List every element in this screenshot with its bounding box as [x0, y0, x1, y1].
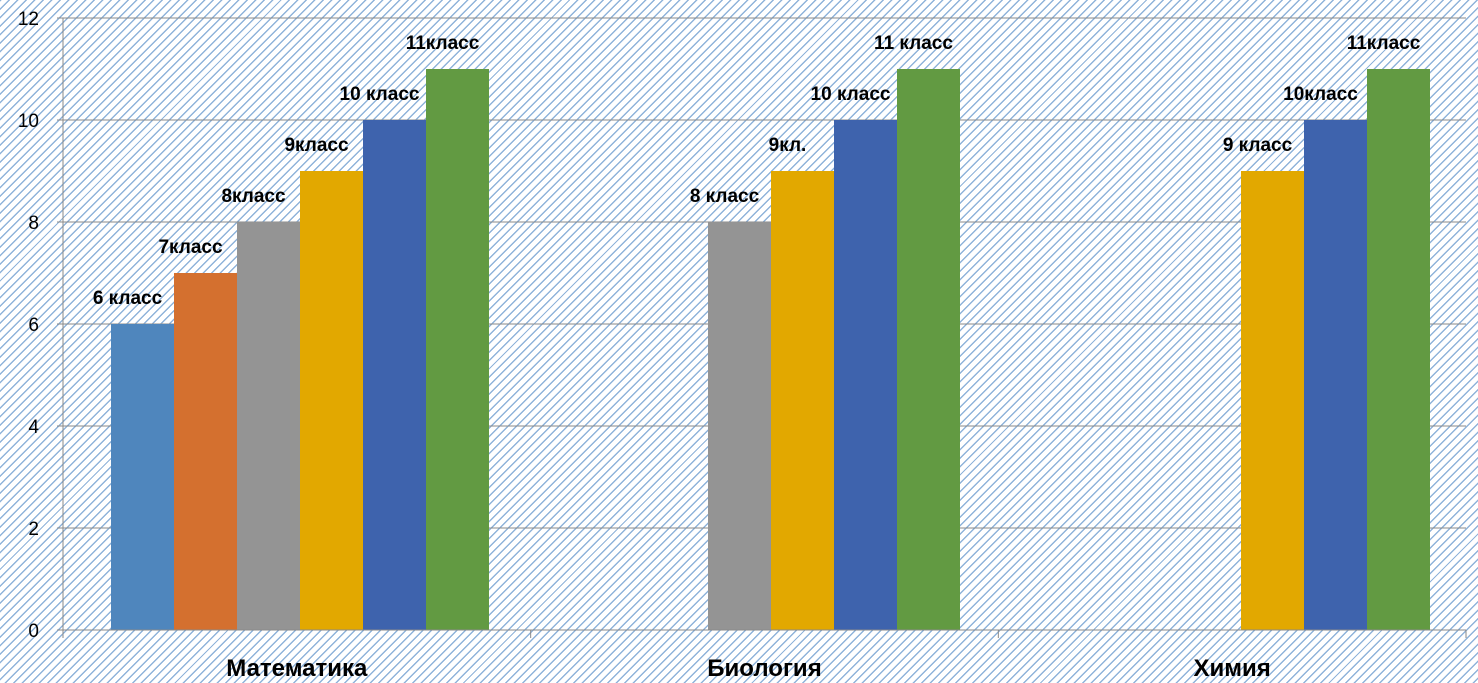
data-label: 9кл. — [769, 135, 807, 156]
y-tick-label: 4 — [28, 417, 39, 438]
bars — [111, 69, 1430, 630]
bar — [771, 171, 834, 630]
data-label: 11класс — [1347, 33, 1421, 54]
data-label: 6 класс — [93, 288, 163, 309]
bar — [174, 273, 237, 630]
category-label: Химия — [1194, 655, 1271, 682]
bar — [1367, 69, 1430, 630]
bar — [834, 120, 897, 630]
bar — [111, 324, 174, 630]
data-label: 7класс — [158, 237, 223, 258]
y-tick-label: 8 — [28, 213, 39, 234]
bar — [1304, 120, 1367, 630]
data-labels: 6 класс 7класс 8класс 9класс 10 класс 11класс… — [93, 33, 1421, 309]
bar — [363, 120, 426, 630]
data-label: 9 класс — [1223, 135, 1293, 156]
category-label: Математика — [226, 655, 368, 682]
data-label: 8класс — [221, 186, 286, 207]
bar — [1241, 171, 1304, 630]
data-label: 10 класс — [340, 84, 420, 105]
y-tick-label: 12 — [18, 9, 39, 30]
bar — [426, 69, 489, 630]
y-tick-label: 2 — [28, 519, 39, 540]
data-label: 10класс — [1283, 84, 1358, 105]
data-label: 11класс — [406, 33, 480, 54]
bar — [708, 222, 771, 630]
bar — [237, 222, 300, 630]
bar — [300, 171, 363, 630]
data-label: 8 класс — [690, 186, 760, 207]
bar — [897, 69, 960, 630]
y-tick-label: 0 — [28, 621, 39, 642]
y-axis: 0 2 4 6 8 10 12 — [18, 9, 64, 642]
category-label: Биология — [707, 655, 821, 682]
y-tick-label: 10 — [18, 111, 39, 132]
data-label: 10 класс — [811, 84, 891, 105]
x-axis: Математика Биология Химия — [62, 629, 1467, 682]
data-label: 11 класс — [874, 33, 953, 54]
y-tick-label: 6 — [28, 315, 39, 336]
data-label: 9класс — [284, 135, 349, 156]
